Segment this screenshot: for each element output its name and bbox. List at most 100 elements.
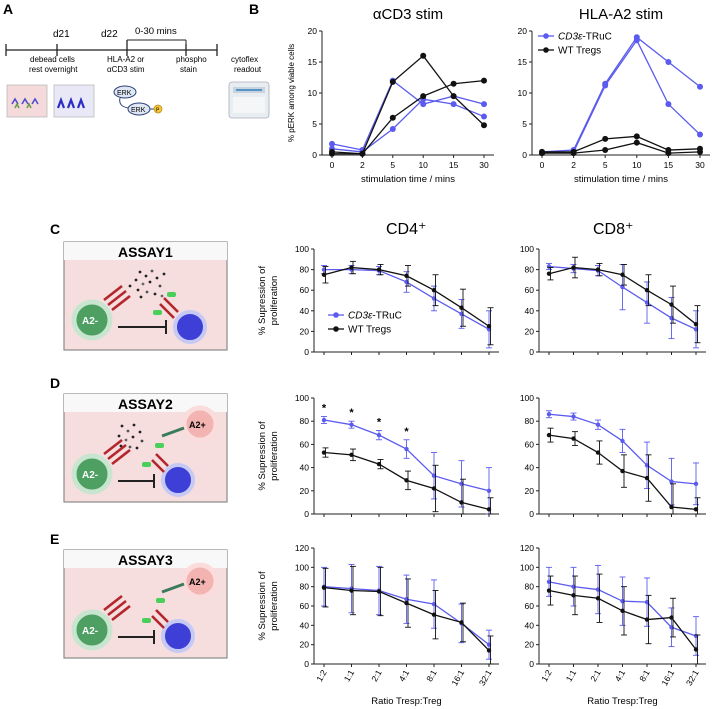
data-point [486,324,492,329]
tube-icon [53,84,95,118]
phosphate-icon [153,104,163,114]
step3-line1: phospho [176,55,207,64]
y-axis-label-line2: proliferation [269,276,280,326]
receptor-icon [151,453,169,473]
data-point [376,589,382,594]
a2-positive-cell [181,562,219,600]
y-tick-label: 10 [518,88,528,98]
data-point [431,486,437,491]
x-tick-label: 0 [540,160,545,170]
legend-marker [543,47,549,53]
y-axis-label-line1: % Supression of [257,571,268,641]
data-point [595,450,601,455]
legend-label-rest: -TRuC [582,32,611,43]
y-tick-label: 60 [525,439,535,449]
data-point [697,83,703,90]
x-axis-label: stimulation time / mins [361,174,455,185]
step4-line1: cytoflex [231,55,258,64]
data-point [669,504,674,510]
a2neg-label: A2- [82,626,98,637]
legend-label: WT Tregs [558,46,601,57]
assay3-cartoon: ASSAY3 A2+ A2- [63,549,228,659]
data-point [349,588,354,593]
series-line [542,141,701,154]
data-point [697,148,703,155]
y-tick-label: 15 [518,57,528,67]
receptor-icon [103,438,131,466]
data-point [571,436,576,441]
y-tick-label: 60 [525,285,535,295]
responder-cell [173,310,207,344]
data-point [376,432,382,438]
data-point [321,417,327,423]
chart-title: αCD3 stim [373,6,443,23]
panel-a-letter: A [3,1,13,17]
data-point [349,422,354,427]
series-cd3-truc [546,564,699,656]
significance-star: * [322,403,327,415]
data-point [404,273,409,278]
receptor-icon [103,284,131,312]
data-point [620,272,625,277]
dots-icon [117,423,144,450]
series-wt-tregs [546,573,701,665]
data-point [620,608,625,614]
series-wt-tregs-replicate-2 [329,77,487,157]
a2-negative-cell [71,609,113,651]
series-line [331,54,485,155]
x-tick-label: 1:1 [342,668,357,683]
data-point [620,284,625,290]
data-point [644,475,650,481]
y-axis-label-line2: proliferation [269,431,280,481]
receptor-icon [151,609,169,629]
legend-marker [333,312,339,318]
x-axis-label: stimulation time / mins [574,174,668,185]
x-tick-label: 1:2 [314,668,329,683]
data-point [669,479,674,484]
a2-negative-cell [71,299,113,341]
series-wt-tregs [321,260,494,346]
data-point [633,139,640,146]
chart-b1: 0 5 10 15 20 0 2 5 10 15 30 αCD3 stim stimulation ti… [287,6,494,185]
hla-molecule-icon [161,582,185,594]
data-point [450,93,457,100]
y-tick-label: 80 [525,265,535,275]
a2neg-label: A2- [82,470,98,481]
x-tick-label: 16:1 [449,668,466,688]
chart-title: HLA-A2 stim [579,6,663,23]
legend-label-rest: -TRuC [372,311,401,322]
data-point [321,450,327,455]
y-tick-label: 40 [300,620,310,630]
x-axis-label: Ratio Tresp:Treg [587,696,657,707]
data-point [633,133,640,140]
series-line [331,79,485,151]
cytometer-icon [228,81,270,119]
x-tick-label: 2:1 [588,668,603,683]
data-point [665,101,672,108]
y-tick-label: 60 [300,439,310,449]
legend-label-italic: CD3ε [558,32,583,43]
receptor-icon [103,594,131,622]
a2-negative-cell [71,453,113,495]
tube-icon [6,84,48,118]
series-wt-tregs-replicate-1 [539,133,703,155]
y-tick-label: 100 [295,393,309,403]
x-tick-label: 2 [571,160,576,170]
arrow-icon [119,97,129,109]
y-axis-label-line2: proliferation [269,581,280,631]
step1-line2: rest overnight [29,65,78,74]
data-point [404,446,409,452]
data-point [693,481,699,487]
assay2-cartoon: ASSAY2 A2+ A2- [63,393,228,503]
y-tick-label: 40 [300,463,310,473]
step2-line1: HLA-A2 or [107,55,145,64]
y-tick-label: 100 [520,393,534,403]
responder-cell [161,619,195,653]
data-point [595,422,601,427]
y-tick-label: 120 [295,543,309,553]
data-point [459,620,464,625]
timespan-label: 0-30 mins [135,26,177,37]
y-tick-label: 5 [522,119,527,129]
data-point [389,125,396,132]
x-axis-label: Ratio Tresp:Treg [371,696,441,707]
